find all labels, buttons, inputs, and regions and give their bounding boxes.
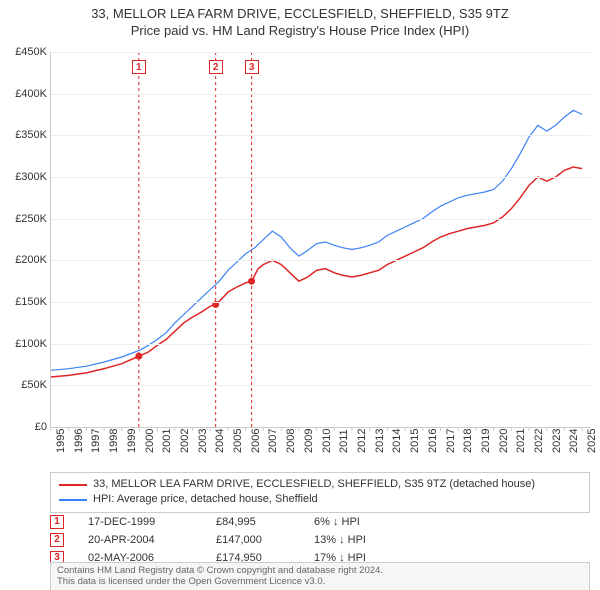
x-tick-label: 2010 <box>321 429 333 453</box>
x-tick-label: 2004 <box>214 429 226 453</box>
grid-line <box>51 344 591 345</box>
x-tick-label: 2012 <box>356 429 368 453</box>
grid-line <box>51 302 591 303</box>
series-line-hpi <box>51 110 582 370</box>
sale-marker-icon: 2 <box>50 533 64 547</box>
x-tick-label: 1997 <box>90 429 102 453</box>
x-tick-label: 1995 <box>55 429 67 453</box>
y-tick-label: £450K <box>3 46 47 58</box>
sale-marker-on-chart: 2 <box>209 60 223 74</box>
y-tick-label: £50K <box>3 379 47 391</box>
grid-line <box>51 260 591 261</box>
y-tick-label: £250K <box>3 213 47 225</box>
title-line-2: Price paid vs. HM Land Registry's House … <box>0 23 600 40</box>
plot-svg <box>51 52 591 427</box>
legend-swatch-hpi <box>59 499 87 501</box>
sale-price: £84,995 <box>216 516 306 528</box>
grid-line <box>51 135 591 136</box>
y-tick-label: £400K <box>3 88 47 100</box>
x-tick-label: 2006 <box>250 429 262 453</box>
x-tick-label: 2015 <box>409 429 421 453</box>
y-tick-label: £100K <box>3 338 47 350</box>
footer-line-2: This data is licensed under the Open Gov… <box>57 576 583 587</box>
grid-line <box>51 219 591 220</box>
chart-container: 33, MELLOR LEA FARM DRIVE, ECCLESFIELD, … <box>0 0 600 590</box>
x-tick-label: 2009 <box>303 429 315 453</box>
x-tick-label: 2023 <box>551 429 563 453</box>
sales-list: 1 17-DEC-1999 £84,995 6% ↓ HPI 2 20-APR-2004 £… <box>50 512 590 568</box>
x-tick-label: 2020 <box>498 429 510 453</box>
title-block: 33, MELLOR LEA FARM DRIVE, ECCLESFIELD, … <box>0 0 600 40</box>
chart-plot-area: £0£50K£100K£150K£200K£250K£300K£350K£400… <box>50 52 591 428</box>
sale-marker-on-chart: 3 <box>245 60 259 74</box>
x-tick-label: 2017 <box>445 429 457 453</box>
footer-box: Contains HM Land Registry data © Crown c… <box>50 562 590 590</box>
y-tick-label: £200K <box>3 254 47 266</box>
sale-price: £147,000 <box>216 534 306 546</box>
grid-line <box>51 94 591 95</box>
sale-marker-icon: 1 <box>50 515 64 529</box>
y-tick-label: £0 <box>3 421 47 433</box>
x-tick-label: 1996 <box>73 429 85 453</box>
x-tick-label: 2024 <box>568 429 580 453</box>
x-tick-label: 2013 <box>374 429 386 453</box>
x-tick-label: 2019 <box>480 429 492 453</box>
sale-date: 20-APR-2004 <box>72 534 208 546</box>
sale-row: 1 17-DEC-1999 £84,995 6% ↓ HPI <box>50 514 590 530</box>
sale-dot <box>248 278 255 285</box>
footer-line-1: Contains HM Land Registry data © Crown c… <box>57 565 583 576</box>
sale-dot <box>135 353 142 360</box>
y-tick-label: £350K <box>3 129 47 141</box>
x-tick-label: 2014 <box>391 429 403 453</box>
x-tick-label: 2011 <box>338 429 350 453</box>
series-line-property <box>51 167 582 377</box>
sale-marker-on-chart: 1 <box>132 60 146 74</box>
legend-box: 33, MELLOR LEA FARM DRIVE, ECCLESFIELD, … <box>50 472 590 513</box>
y-tick-label: £150K <box>3 296 47 308</box>
x-tick-label: 2001 <box>161 429 173 453</box>
title-line-1: 33, MELLOR LEA FARM DRIVE, ECCLESFIELD, … <box>0 6 600 23</box>
x-tick-label: 2022 <box>533 429 545 453</box>
x-tick-label: 2025 <box>586 429 598 453</box>
legend-label-property: 33, MELLOR LEA FARM DRIVE, ECCLESFIELD, … <box>93 477 535 492</box>
y-tick-label: £300K <box>3 171 47 183</box>
x-tick-label: 2018 <box>462 429 474 453</box>
sale-row: 2 20-APR-2004 £147,000 13% ↓ HPI <box>50 532 590 548</box>
sale-hpi-delta: 13% ↓ HPI <box>314 534 414 546</box>
x-tick-label: 2008 <box>285 429 297 453</box>
grid-line <box>51 177 591 178</box>
x-tick-label: 2000 <box>144 429 156 453</box>
x-tick-label: 2005 <box>232 429 244 453</box>
x-tick-label: 2002 <box>179 429 191 453</box>
legend-swatch-property <box>59 484 87 486</box>
grid-line <box>51 385 591 386</box>
x-tick-label: 2021 <box>515 429 527 453</box>
x-tick-label: 1999 <box>126 429 138 453</box>
x-tick-label: 2007 <box>267 429 279 453</box>
sale-hpi-delta: 6% ↓ HPI <box>314 516 414 528</box>
legend-label-hpi: HPI: Average price, detached house, Shef… <box>93 492 318 507</box>
grid-line <box>51 52 591 53</box>
x-tick-label: 1998 <box>108 429 120 453</box>
legend-row-property: 33, MELLOR LEA FARM DRIVE, ECCLESFIELD, … <box>59 477 581 492</box>
legend-row-hpi: HPI: Average price, detached house, Shef… <box>59 492 581 507</box>
x-tick-label: 2003 <box>197 429 209 453</box>
sale-date: 17-DEC-1999 <box>72 516 208 528</box>
x-tick-label: 2016 <box>427 429 439 453</box>
